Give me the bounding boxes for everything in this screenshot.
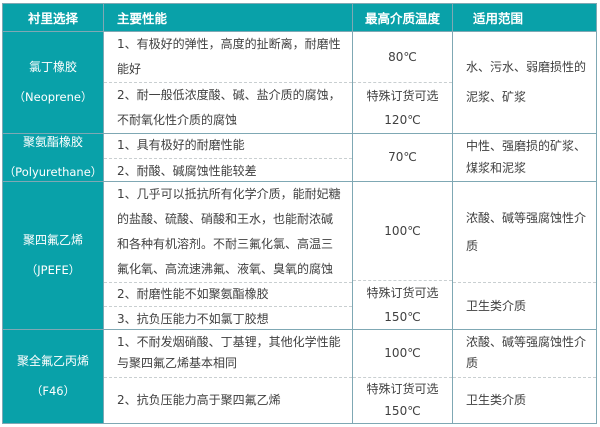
temperature-value: 150℃ (384, 404, 421, 419)
material-cell: 氯丁橡胶 （Neoprene） (3, 31, 103, 133)
scope-cell: 水、污水、弱磨损性的泥浆、矿浆 (466, 60, 587, 105)
performance-column: 1、几乎可以抵抗所有化学介质，能耐妃糖的盐酸、硫酸、硝酸和王水，也能耐浓碱和各种… (103, 181, 352, 332)
table-row: 聚氨酯橡胶 （Polyurethane） 1、具有极好的耐磨性能 2、耐酸、碱腐… (3, 132, 596, 184)
performance-column: 1、有极好的弹性，高度的扯断离，耐磨性能好 2、耐一般低浓度酸、碱、盐介质的腐蚀… (103, 31, 352, 133)
performance-item: 2、耐一般低浓度酸、碱、盐介质的腐蚀，不耐氧化性介质的腐蚀 (104, 81, 352, 133)
temperature-cell: 100℃ (353, 330, 452, 377)
material-name-en: （JPEFE） (25, 263, 81, 278)
performance-item: 2、耐磨性能不如聚氨酯橡胶 (104, 281, 352, 306)
scope-cell: 中性、强磨损的矿浆、煤浆和泥浆 (466, 139, 587, 176)
temperature-value: 70℃ (388, 150, 417, 165)
temperature-value: 100℃ (384, 223, 421, 238)
temperature-cell: 70℃ (353, 134, 452, 181)
performance-item: 1、几乎可以抵抗所有化学介质，能耐妃糖的盐酸、硫酸、硝酸和王水，也能耐浓碱和各种… (117, 186, 341, 276)
scope-cell: 浓酸、碱等强腐蚀性介质 (466, 210, 587, 253)
performance-item: 1、不耐发烟硝酸、丁基锂，其他化学性能与聚四氟乙烯基本相同 (117, 335, 341, 371)
temperature-value: 120℃ (384, 112, 421, 127)
temperature-column: 70℃ (352, 133, 452, 181)
performance-item: 2、耐酸、碱腐蚀性能较差 (104, 157, 352, 184)
table-row: 聚四氟乙烯 （JPEFE） 1、几乎可以抵抗所有化学介质，能耐妃糖的盐酸、硫酸、… (3, 180, 596, 332)
temperature-cell: 100℃ (353, 182, 452, 280)
material-name: 聚全氟乙丙烯 (16, 354, 89, 369)
temperature-value: 100℃ (384, 346, 421, 361)
temperature-column: 80℃ 特殊订货可选 120℃ (352, 31, 452, 133)
header-cell-lining: 衬里选择 (27, 10, 78, 26)
performance-column: 1、具有极好的耐磨性能 2、耐酸、碱腐蚀性能较差 (103, 133, 352, 184)
temperature-value: 80℃ (388, 49, 417, 64)
header-cell-performance: 主要性能 (103, 4, 352, 31)
scope-column: 浓酸、碱等强腐蚀性介质 卫生类介质 (452, 181, 596, 329)
scope-column: 水、污水、弱磨损性的泥浆、矿浆 (452, 31, 596, 133)
temperature-note: 特殊订货可选 (366, 382, 439, 397)
temperature-value: 150℃ (384, 309, 421, 324)
material-name: 氯丁橡胶 (28, 60, 77, 75)
temperature-note: 特殊订货可选 (366, 285, 439, 300)
scope-column: 中性、强磨损的矿浆、煤浆和泥浆 (452, 133, 596, 181)
temperature-cell: 80℃ (353, 32, 452, 82)
material-name: 聚四氟乙烯 (22, 233, 83, 248)
scope-cell: 卫生类介质 (453, 281, 596, 329)
material-cell: 聚四氟乙烯 （JPEFE） (3, 181, 103, 329)
performance-item: 2、抗负压能力高于聚四氟乙烯 (104, 376, 352, 423)
temperature-column: 100℃ 特殊订货可选 150℃ (352, 181, 452, 329)
material-name-en: （F46） (30, 384, 76, 399)
temperature-column: 100℃ 特殊订货可选 150℃ (352, 329, 452, 423)
material-name-en: （Neoprene） (13, 90, 93, 105)
performance-column: 1、不耐发烟硝酸、丁基锂，其他化学性能与聚四氟乙烯基本相同 2、抗负压能力高于聚… (103, 329, 352, 423)
temperature-cell: 特殊订货可选 120℃ (353, 81, 452, 133)
lining-selection-table: 衬里选择 主要性能 最高介质温度 适用范围 氯丁橡胶 （Neoprene） 1、… (2, 3, 597, 424)
scope-column: 浓酸、碱等强腐蚀性介质 卫生类介质 (452, 329, 596, 423)
table-header-row: 衬里选择 主要性能 最高介质温度 适用范围 (3, 4, 596, 31)
material-name: 聚氨酯橡胶 (22, 135, 83, 150)
temperature-cell: 特殊订货可选 150℃ (353, 279, 452, 329)
material-cell: 聚全氟乙丙烯 （F46） (3, 329, 103, 423)
temperature-cell: 特殊订货可选 150℃ (353, 376, 452, 423)
performance-item: 1、具有极好的耐磨性能 (117, 138, 245, 153)
performance-item: 1、有极好的弹性，高度的扯断离，耐磨性能好 (117, 36, 341, 76)
table-row: 聚全氟乙丙烯 （F46） 1、不耐发烟硝酸、丁基锂，其他化学性能与聚四氟乙烯基本… (3, 328, 596, 423)
temperature-note: 特殊订货可选 (366, 88, 439, 103)
table-row: 氯丁橡胶 （Neoprene） 1、有极好的弹性，高度的扯断离，耐磨性能好 2、… (3, 30, 596, 133)
scope-cell: 卫生类介质 (453, 376, 596, 423)
material-name-en: （Polyurethane） (3, 165, 103, 180)
header-cell-max-temp: 最高介质温度 (352, 4, 452, 31)
material-cell: 聚氨酯橡胶 （Polyurethane） (3, 133, 103, 181)
scope-cell: 浓酸、碱等强腐蚀性介质 (466, 335, 587, 371)
performance-item: 3、抗负压能力不如氯丁胶想 (104, 305, 352, 332)
header-cell-scope: 适用范围 (452, 4, 596, 31)
